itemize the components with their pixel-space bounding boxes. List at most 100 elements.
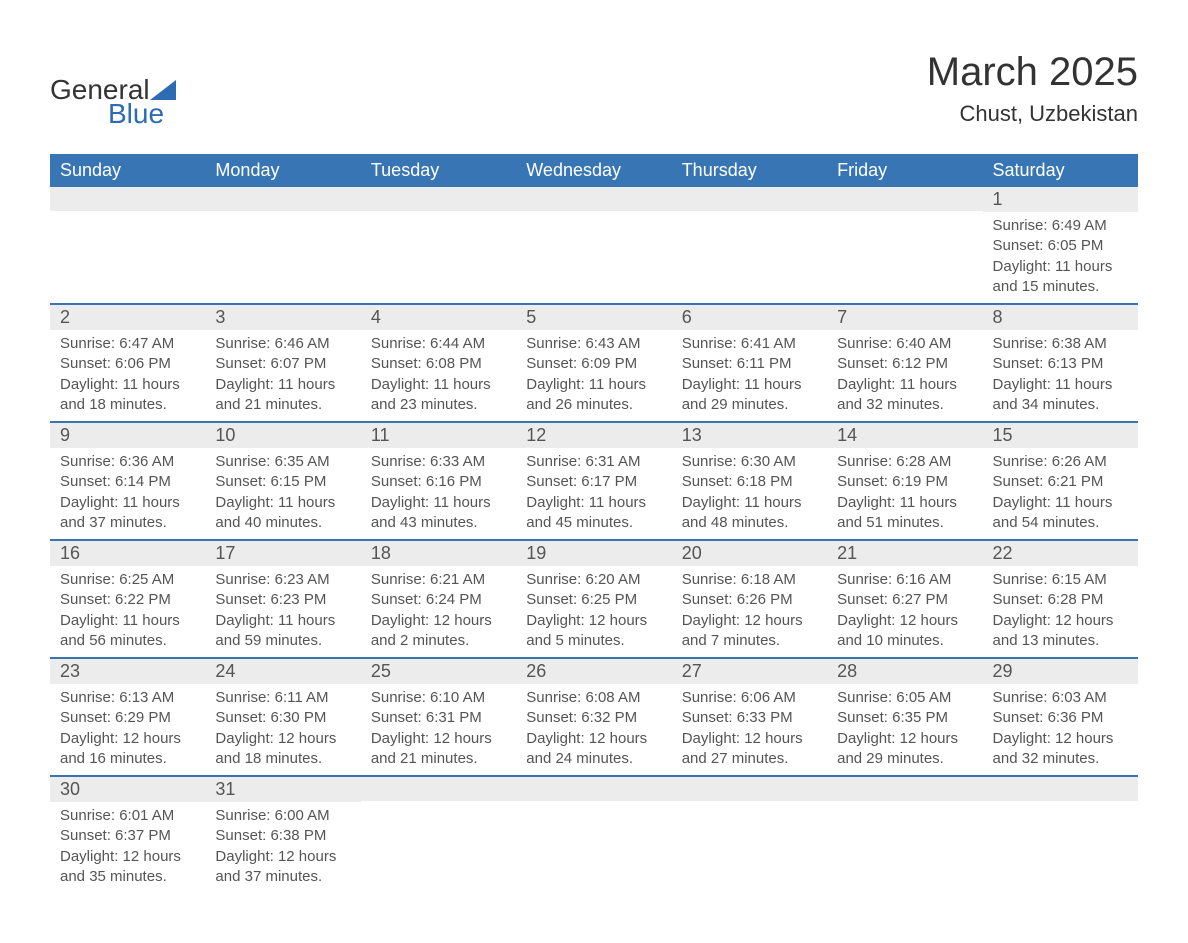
day-cell <box>361 187 516 304</box>
day-cell <box>827 776 982 893</box>
week-row: 1Sunrise: 6:49 AMSunset: 6:05 PMDaylight… <box>50 187 1138 304</box>
day-number: 21 <box>827 541 982 566</box>
week-row: 9Sunrise: 6:36 AMSunset: 6:14 PMDaylight… <box>50 422 1138 540</box>
day-data: Sunrise: 6:35 AMSunset: 6:15 PMDaylight:… <box>205 448 360 539</box>
calendar-body: 1Sunrise: 6:49 AMSunset: 6:05 PMDaylight… <box>50 187 1138 893</box>
day-cell: 22Sunrise: 6:15 AMSunset: 6:28 PMDayligh… <box>983 540 1138 658</box>
day-data: Sunrise: 6:16 AMSunset: 6:27 PMDaylight:… <box>827 566 982 657</box>
day-number: 29 <box>983 659 1138 684</box>
day-data: Sunrise: 6:03 AMSunset: 6:36 PMDaylight:… <box>983 684 1138 775</box>
day-data: Sunrise: 6:38 AMSunset: 6:13 PMDaylight:… <box>983 330 1138 421</box>
day-data: Sunrise: 6:28 AMSunset: 6:19 PMDaylight:… <box>827 448 982 539</box>
day-number: 17 <box>205 541 360 566</box>
day-data <box>983 801 1138 881</box>
day-header-tue: Tuesday <box>361 154 516 187</box>
day-number: 6 <box>672 305 827 330</box>
day-number: 31 <box>205 777 360 802</box>
day-number: 13 <box>672 423 827 448</box>
day-data <box>827 801 982 881</box>
day-number: 28 <box>827 659 982 684</box>
day-data <box>516 211 671 281</box>
day-number: 22 <box>983 541 1138 566</box>
day-number: 1 <box>983 187 1138 212</box>
day-data <box>672 801 827 881</box>
day-header-thu: Thursday <box>672 154 827 187</box>
day-data: Sunrise: 6:23 AMSunset: 6:23 PMDaylight:… <box>205 566 360 657</box>
day-number <box>672 187 827 211</box>
title-block: March 2025 Chust, Uzbekistan <box>927 50 1138 127</box>
day-cell <box>50 187 205 304</box>
day-data: Sunrise: 6:33 AMSunset: 6:16 PMDaylight:… <box>361 448 516 539</box>
day-cell: 5Sunrise: 6:43 AMSunset: 6:09 PMDaylight… <box>516 304 671 422</box>
day-cell: 4Sunrise: 6:44 AMSunset: 6:08 PMDaylight… <box>361 304 516 422</box>
day-data: Sunrise: 6:25 AMSunset: 6:22 PMDaylight:… <box>50 566 205 657</box>
day-data <box>672 211 827 281</box>
day-data: Sunrise: 6:46 AMSunset: 6:07 PMDaylight:… <box>205 330 360 421</box>
week-row: 2Sunrise: 6:47 AMSunset: 6:06 PMDaylight… <box>50 304 1138 422</box>
day-cell: 21Sunrise: 6:16 AMSunset: 6:27 PMDayligh… <box>827 540 982 658</box>
day-data: Sunrise: 6:05 AMSunset: 6:35 PMDaylight:… <box>827 684 982 775</box>
day-number <box>672 777 827 801</box>
day-data: Sunrise: 6:08 AMSunset: 6:32 PMDaylight:… <box>516 684 671 775</box>
day-number: 23 <box>50 659 205 684</box>
day-cell: 30Sunrise: 6:01 AMSunset: 6:37 PMDayligh… <box>50 776 205 893</box>
day-number: 8 <box>983 305 1138 330</box>
day-data <box>516 801 671 881</box>
day-cell: 12Sunrise: 6:31 AMSunset: 6:17 PMDayligh… <box>516 422 671 540</box>
day-cell: 6Sunrise: 6:41 AMSunset: 6:11 PMDaylight… <box>672 304 827 422</box>
week-row: 30Sunrise: 6:01 AMSunset: 6:37 PMDayligh… <box>50 776 1138 893</box>
day-data: Sunrise: 6:30 AMSunset: 6:18 PMDaylight:… <box>672 448 827 539</box>
day-cell: 17Sunrise: 6:23 AMSunset: 6:23 PMDayligh… <box>205 540 360 658</box>
day-number: 10 <box>205 423 360 448</box>
day-cell: 9Sunrise: 6:36 AMSunset: 6:14 PMDaylight… <box>50 422 205 540</box>
day-cell: 2Sunrise: 6:47 AMSunset: 6:06 PMDaylight… <box>50 304 205 422</box>
day-data: Sunrise: 6:06 AMSunset: 6:33 PMDaylight:… <box>672 684 827 775</box>
day-cell: 24Sunrise: 6:11 AMSunset: 6:30 PMDayligh… <box>205 658 360 776</box>
day-number: 3 <box>205 305 360 330</box>
day-data: Sunrise: 6:00 AMSunset: 6:38 PMDaylight:… <box>205 802 360 893</box>
day-number: 14 <box>827 423 982 448</box>
day-data <box>205 211 360 281</box>
day-header-fri: Friday <box>827 154 982 187</box>
day-cell: 27Sunrise: 6:06 AMSunset: 6:33 PMDayligh… <box>672 658 827 776</box>
day-header-mon: Monday <box>205 154 360 187</box>
day-data: Sunrise: 6:01 AMSunset: 6:37 PMDaylight:… <box>50 802 205 893</box>
day-header-wed: Wednesday <box>516 154 671 187</box>
day-cell <box>516 187 671 304</box>
day-cell: 28Sunrise: 6:05 AMSunset: 6:35 PMDayligh… <box>827 658 982 776</box>
day-header-sun: Sunday <box>50 154 205 187</box>
day-cell: 29Sunrise: 6:03 AMSunset: 6:36 PMDayligh… <box>983 658 1138 776</box>
calendar-table: Sunday Monday Tuesday Wednesday Thursday… <box>50 154 1138 893</box>
day-cell: 15Sunrise: 6:26 AMSunset: 6:21 PMDayligh… <box>983 422 1138 540</box>
day-cell <box>672 187 827 304</box>
day-cell: 7Sunrise: 6:40 AMSunset: 6:12 PMDaylight… <box>827 304 982 422</box>
day-cell: 20Sunrise: 6:18 AMSunset: 6:26 PMDayligh… <box>672 540 827 658</box>
day-data: Sunrise: 6:36 AMSunset: 6:14 PMDaylight:… <box>50 448 205 539</box>
day-data: Sunrise: 6:18 AMSunset: 6:26 PMDaylight:… <box>672 566 827 657</box>
day-number: 4 <box>361 305 516 330</box>
day-number: 19 <box>516 541 671 566</box>
day-number <box>516 187 671 211</box>
day-number: 18 <box>361 541 516 566</box>
day-cell: 31Sunrise: 6:00 AMSunset: 6:38 PMDayligh… <box>205 776 360 893</box>
day-data: Sunrise: 6:15 AMSunset: 6:28 PMDaylight:… <box>983 566 1138 657</box>
day-data: Sunrise: 6:49 AMSunset: 6:05 PMDaylight:… <box>983 212 1138 303</box>
day-cell: 3Sunrise: 6:46 AMSunset: 6:07 PMDaylight… <box>205 304 360 422</box>
day-number <box>205 187 360 211</box>
day-data: Sunrise: 6:13 AMSunset: 6:29 PMDaylight:… <box>50 684 205 775</box>
day-cell <box>983 776 1138 893</box>
day-number: 16 <box>50 541 205 566</box>
day-number <box>361 777 516 801</box>
day-cell: 8Sunrise: 6:38 AMSunset: 6:13 PMDaylight… <box>983 304 1138 422</box>
day-data: Sunrise: 6:47 AMSunset: 6:06 PMDaylight:… <box>50 330 205 421</box>
day-number: 27 <box>672 659 827 684</box>
logo-triangle-icon <box>150 80 176 100</box>
day-cell: 19Sunrise: 6:20 AMSunset: 6:25 PMDayligh… <box>516 540 671 658</box>
logo-text-2: Blue <box>50 98 176 130</box>
day-cell <box>827 187 982 304</box>
day-data: Sunrise: 6:31 AMSunset: 6:17 PMDaylight:… <box>516 448 671 539</box>
week-row: 23Sunrise: 6:13 AMSunset: 6:29 PMDayligh… <box>50 658 1138 776</box>
day-cell: 23Sunrise: 6:13 AMSunset: 6:29 PMDayligh… <box>50 658 205 776</box>
day-cell <box>516 776 671 893</box>
day-number: 11 <box>361 423 516 448</box>
